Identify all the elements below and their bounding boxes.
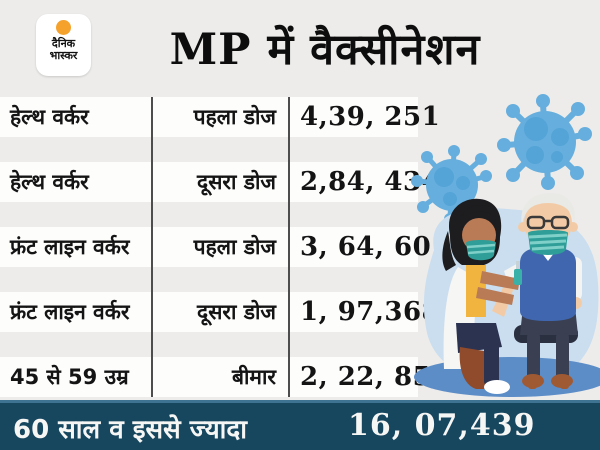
logo-text-line2: भास्कर [49,49,78,62]
table-row: 45 से 59 उम्र बीमार 2, 22, 853 [0,357,450,397]
page-title: MP में वैक्सीनेशन [169,25,481,75]
footer-bar: 60 साल व इससे ज्यादा 16, 07,439 [0,400,600,450]
table-row: हेल्थ वर्कर दूसरा डोज 2,84, 434 [0,162,441,202]
row-dose: दूसरा डोज [197,170,276,194]
footer-count: 16, 07,439 [348,408,536,443]
dainik-bhaskar-logo: दैनिक भास्कर [36,14,91,76]
row-category: हेल्थ वर्कर [10,105,89,129]
row-category: फ्रंट लाइन वर्कर [10,235,130,259]
header: दैनिक भास्कर MP में वैक्सीनेशन [0,0,600,97]
row-dose: बीमार [231,365,276,389]
table-divider [288,97,290,397]
row-dose: पहला डोज [193,235,276,259]
row-dose: पहला डोज [193,105,276,129]
row-category: फ्रंट लाइन वर्कर [10,300,130,324]
virus-icon [411,145,492,225]
table-row: हेल्थ वर्कर पहला डोज 4,39, 251 [0,97,441,137]
doctor-figure [442,198,522,394]
row-category: हेल्थ वर्कर [10,170,89,194]
row-category: 45 से 59 उम्र [10,365,129,389]
table-row: फ्रंट लाइन वर्कर दूसरा डोज 1, 97,368 [0,292,441,332]
virus-icon [497,94,592,190]
table-divider [151,97,153,397]
row-count: 1, 97,368 [300,297,441,327]
row-count: 3, 64, 601 [300,232,450,262]
row-count: 2,84, 434 [300,167,441,197]
table-row: फ्रंट लाइन वर्कर पहला डोज 3, 64, 601 [0,227,450,267]
footer-label: 60 साल व इससे ज्यादा [13,415,247,445]
row-dose: दूसरा डोज [197,300,276,324]
logo-text-line1: दैनिक [51,37,76,50]
row-count: 2, 22, 853 [300,362,450,392]
vaccination-illustration [411,94,600,397]
row-count: 4,39, 251 [300,102,441,132]
logo-sun-icon [56,20,71,35]
